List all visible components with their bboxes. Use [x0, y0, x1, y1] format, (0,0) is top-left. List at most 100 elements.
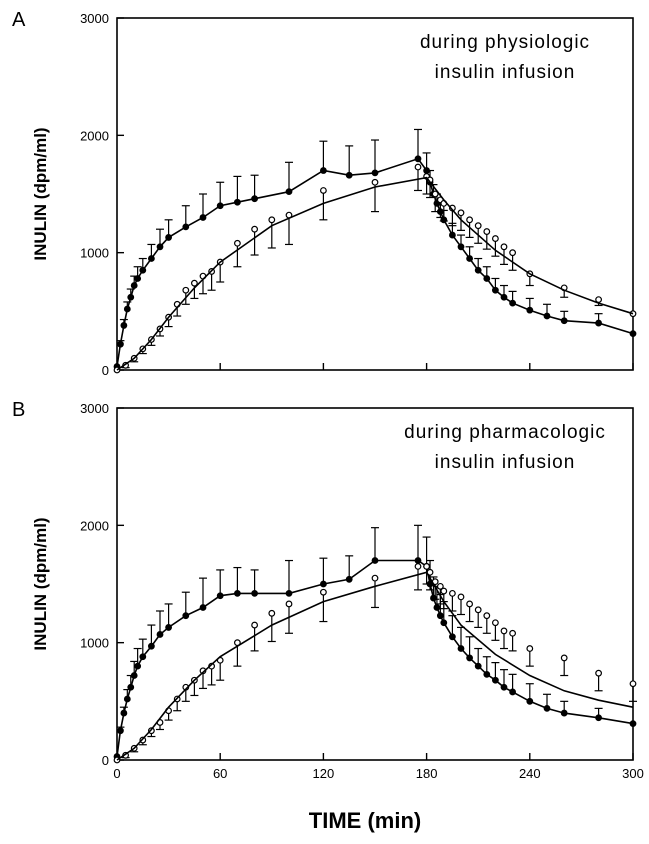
y-tick-label: 0: [102, 363, 109, 378]
filled-point: [440, 619, 448, 627]
x-axis-label: TIME (min): [309, 808, 421, 833]
open-point: [436, 582, 444, 590]
x-tick-label: 180: [416, 766, 438, 781]
open-point: [560, 654, 568, 662]
x-tick-label: 60: [213, 766, 227, 781]
error-bar: [199, 577, 207, 608]
error-bar: [216, 569, 225, 596]
open-point: [449, 589, 456, 597]
filled-point: [139, 266, 147, 274]
filled-point: [629, 330, 637, 338]
error-bar: [285, 215, 293, 246]
filled-point: [543, 704, 551, 712]
error-bar: [319, 557, 328, 584]
filled-point: [509, 688, 516, 696]
annotation: during pharmacologic: [404, 422, 606, 443]
error-bar: [414, 524, 422, 561]
filled-point: [526, 697, 534, 705]
filled-point: [526, 306, 534, 314]
filled-point: [449, 231, 456, 239]
open-point: [474, 606, 482, 614]
filled-point: [320, 167, 327, 174]
error-bar: [250, 229, 259, 256]
filled-point: [156, 631, 164, 638]
open-point: [500, 627, 508, 635]
open-point: [190, 279, 198, 287]
filled-point: [345, 575, 353, 583]
filled-point: [595, 714, 602, 722]
open-point: [423, 563, 431, 570]
open-point: [371, 574, 379, 582]
filled-point: [466, 654, 474, 662]
error-bar: [250, 569, 259, 594]
filled-point: [127, 683, 135, 691]
open-point: [182, 286, 190, 294]
error-bar: [371, 527, 379, 561]
error-bar: [414, 128, 422, 159]
open-point: [474, 222, 482, 230]
annotation: insulin infusion: [435, 62, 576, 83]
error-bar: [233, 175, 242, 203]
annotation: insulin infusion: [435, 452, 576, 473]
open-point: [483, 228, 491, 235]
filled-point: [629, 720, 637, 728]
x-tick-label: 240: [519, 766, 541, 781]
open-point: [414, 163, 422, 171]
filled-point: [474, 266, 482, 274]
open-point: [500, 243, 508, 251]
filled-point: [130, 282, 138, 289]
filled-point: [560, 317, 568, 325]
filled-point: [371, 169, 379, 177]
filled-point: [233, 589, 241, 597]
error-bar: [147, 624, 156, 647]
open-point: [268, 216, 276, 224]
filled-point: [216, 592, 224, 600]
error-bar: [422, 536, 431, 567]
filled-point: [466, 255, 474, 262]
filled-point: [127, 293, 135, 301]
filled-point: [457, 243, 465, 251]
open-point: [457, 593, 465, 601]
filled-point: [483, 670, 491, 678]
error-bar: [181, 205, 190, 227]
filled-point: [474, 662, 482, 670]
filled-point: [199, 214, 207, 221]
filled-point: [147, 642, 155, 650]
open-point: [431, 190, 439, 198]
filled-point: [433, 604, 441, 611]
error-bar: [285, 161, 293, 192]
x-tick-label: 0: [113, 766, 120, 781]
open-point: [595, 669, 602, 677]
filled-point: [371, 557, 379, 564]
error-bar: [164, 603, 173, 628]
open-point: [492, 619, 499, 627]
x-tick-label: 300: [622, 766, 644, 781]
filled-point: [123, 305, 131, 313]
y-tick-label: 2000: [80, 518, 109, 533]
filled-point: [199, 604, 207, 611]
error-bar: [465, 636, 474, 658]
annotation: during physiologic: [420, 32, 590, 53]
open-point: [526, 645, 534, 652]
fit-line: [116, 571, 634, 761]
filled-point: [560, 709, 568, 717]
filled-point: [500, 293, 508, 301]
filled-point: [156, 243, 164, 251]
open-point: [371, 178, 379, 186]
error-bar: [216, 181, 225, 206]
x-tick-label: 120: [313, 766, 335, 781]
error-bar: [285, 603, 293, 634]
filled-point: [134, 275, 142, 282]
filled-point: [165, 234, 173, 241]
y-axis-label: INULIN (dpm/ml): [31, 517, 50, 650]
filled-point: [117, 340, 124, 348]
error-bar: [199, 193, 207, 218]
data-line: [116, 157, 634, 367]
error-bar: [319, 190, 328, 221]
error-bar: [181, 591, 190, 616]
error-bar: [250, 625, 259, 652]
